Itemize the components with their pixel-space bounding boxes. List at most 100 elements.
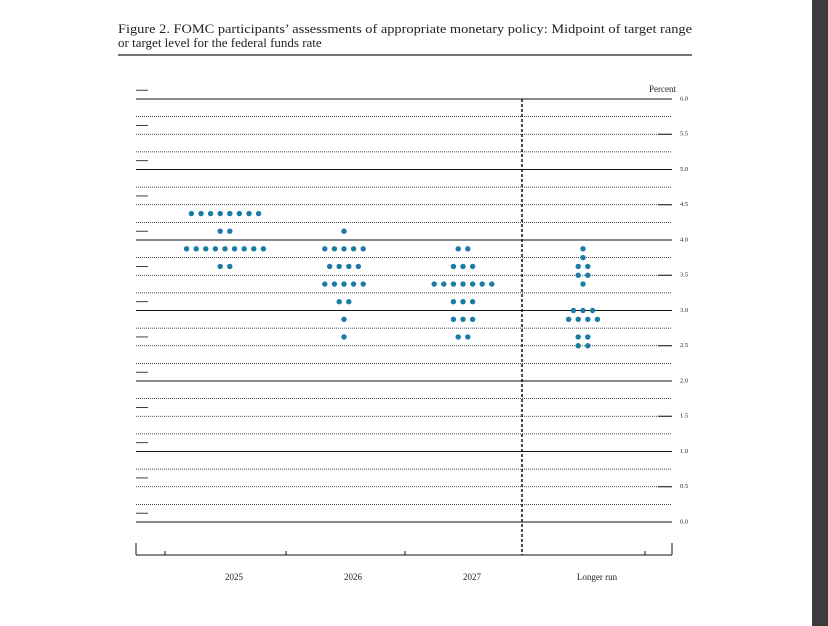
dot [360, 246, 366, 252]
dot [322, 246, 328, 252]
dot [575, 263, 581, 270]
dot [212, 246, 219, 252]
scrollbar-strip [812, 0, 828, 626]
dot [460, 298, 466, 305]
y-axis-label: Percent [649, 84, 676, 94]
dot [469, 298, 476, 305]
y-tick-label: 1.5 [680, 413, 688, 420]
dot [217, 263, 223, 270]
dot [246, 210, 252, 217]
dot [255, 210, 262, 217]
y-tick-label: 5.0 [680, 166, 688, 173]
y-tick-label: 2.0 [680, 377, 688, 384]
dot [341, 281, 347, 287]
dot [585, 316, 591, 323]
dot [469, 316, 476, 323]
dot [346, 263, 352, 270]
y-tick-label: 0.0 [680, 518, 688, 525]
dot [565, 316, 572, 323]
y-tick-label: 1.0 [680, 448, 688, 455]
dot [336, 298, 342, 305]
dot [580, 254, 586, 261]
y-tick-label: 3.5 [680, 272, 688, 279]
dot [441, 281, 447, 287]
dot [455, 246, 461, 252]
dot [465, 246, 471, 252]
dot [346, 298, 352, 305]
dot [575, 343, 581, 349]
dot [336, 263, 342, 270]
dot [570, 307, 577, 314]
x-tick-label: Longer run [577, 572, 618, 582]
dot [585, 334, 591, 340]
dot [450, 298, 457, 305]
dot [585, 272, 591, 278]
dot [198, 210, 204, 217]
dot [431, 281, 437, 287]
dot [341, 334, 347, 340]
dot [594, 316, 601, 323]
dot [460, 263, 466, 270]
dot [575, 272, 581, 278]
dot [251, 246, 257, 252]
dot [203, 246, 209, 252]
dot [193, 246, 199, 252]
y-tick-label: 3.0 [680, 307, 688, 314]
dot [236, 210, 243, 217]
dot [450, 316, 457, 323]
dot [217, 228, 223, 234]
dot [585, 263, 591, 270]
dot [450, 281, 457, 287]
dot [360, 281, 366, 287]
dot [227, 263, 233, 270]
dot [231, 246, 238, 252]
dot [465, 334, 471, 340]
dot [575, 316, 581, 323]
dot [580, 246, 586, 252]
y-tick-label: 5.5 [680, 131, 688, 138]
dot [589, 307, 596, 314]
dot [350, 246, 357, 252]
dot [469, 281, 476, 287]
dot [331, 246, 338, 252]
dot [489, 281, 495, 287]
dot [260, 246, 267, 252]
y-tick-label: 4.5 [680, 201, 688, 208]
dot [188, 210, 195, 217]
chart-title: or target level for the federal funds ra… [118, 35, 322, 50]
dot [217, 210, 223, 217]
chart-title: Figure 2. FOMC participants’ assessments… [118, 21, 692, 36]
dot [355, 263, 362, 270]
dot [585, 343, 591, 349]
dot [222, 246, 228, 252]
dot [455, 334, 461, 340]
y-tick-label: 0.5 [680, 483, 688, 490]
x-tick-label: 2027 [463, 572, 482, 582]
dot [341, 246, 347, 252]
dot [575, 334, 581, 340]
dot [580, 307, 586, 314]
dot [326, 263, 333, 270]
y-tick-label: 2.5 [680, 342, 688, 349]
dot [341, 316, 347, 323]
x-tick-label: 2025 [225, 572, 244, 582]
dot [350, 281, 357, 287]
y-tick-label: 4.0 [680, 236, 688, 243]
dot [469, 263, 476, 270]
y-tick-label: 6.0 [680, 95, 688, 102]
dot [331, 281, 338, 287]
dot [207, 210, 214, 217]
dot [580, 281, 586, 287]
dot [183, 246, 190, 252]
dot [460, 316, 466, 323]
dot [479, 281, 485, 287]
dot [460, 281, 466, 287]
dot [322, 281, 328, 287]
dot [227, 210, 233, 217]
dot [341, 228, 347, 234]
dot [450, 263, 457, 270]
x-tick-label: 2026 [344, 572, 363, 582]
dot [227, 228, 233, 234]
dot [241, 246, 247, 252]
